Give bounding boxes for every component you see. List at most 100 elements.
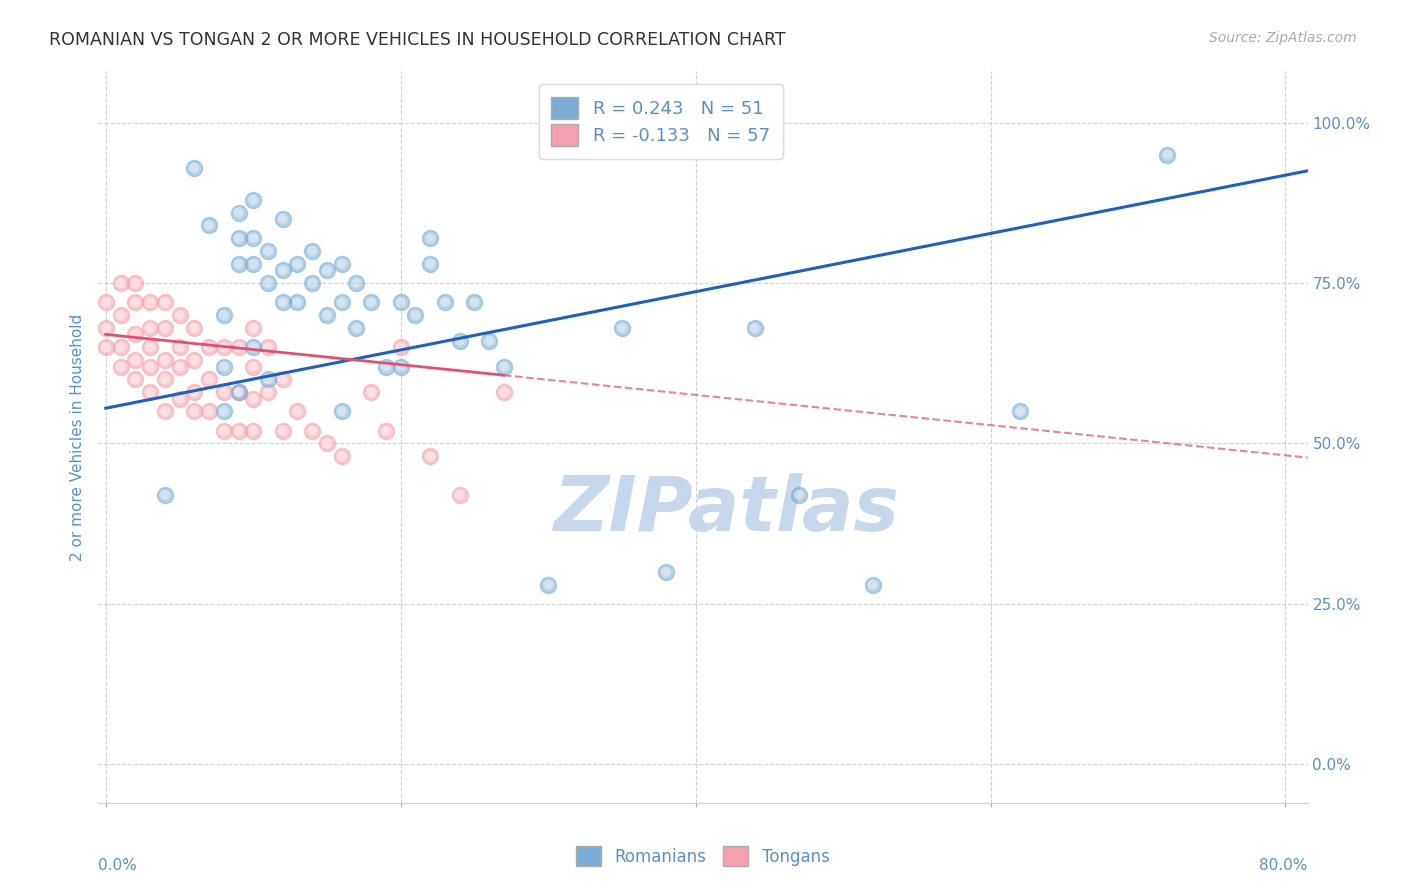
Point — [153, 353, 176, 368]
Y-axis label: 2 or more Vehicles in Household: 2 or more Vehicles in Household — [69, 313, 84, 561]
Point — [316, 436, 339, 450]
Point — [139, 321, 162, 335]
Point — [287, 257, 309, 271]
Point — [139, 295, 162, 310]
Point — [449, 334, 471, 348]
Point — [228, 257, 250, 271]
Point — [198, 372, 221, 386]
Point — [287, 295, 309, 310]
Point — [419, 450, 441, 464]
Point — [228, 231, 250, 245]
Point — [242, 392, 264, 406]
Point — [375, 359, 398, 374]
Point — [212, 340, 235, 354]
Point — [153, 321, 176, 335]
Point — [212, 340, 235, 354]
Point — [183, 161, 205, 175]
Point — [124, 327, 146, 342]
Point — [257, 385, 280, 400]
Point — [153, 372, 176, 386]
Point — [330, 295, 353, 310]
Point — [198, 404, 221, 418]
Point — [169, 359, 191, 374]
Point — [242, 392, 264, 406]
Point — [360, 295, 382, 310]
Point — [449, 334, 471, 348]
Point — [271, 295, 294, 310]
Point — [153, 488, 176, 502]
Point — [271, 211, 294, 226]
Point — [330, 450, 353, 464]
Text: Source: ZipAtlas.com: Source: ZipAtlas.com — [1209, 31, 1357, 45]
Point — [228, 385, 250, 400]
Point — [316, 308, 339, 322]
Point — [404, 308, 426, 322]
Point — [212, 308, 235, 322]
Point — [330, 257, 353, 271]
Point — [242, 231, 264, 245]
Point — [228, 424, 250, 438]
Point — [139, 359, 162, 374]
Point — [404, 308, 426, 322]
Point — [287, 295, 309, 310]
Text: ZIPatlas: ZIPatlas — [554, 474, 900, 547]
Point — [124, 295, 146, 310]
Point — [655, 565, 678, 579]
Point — [124, 353, 146, 368]
Point — [110, 359, 132, 374]
Legend: R = 0.243   N = 51, R = -0.133   N = 57: R = 0.243 N = 51, R = -0.133 N = 57 — [538, 84, 783, 159]
Text: 0.0%: 0.0% — [98, 858, 138, 872]
Point — [330, 450, 353, 464]
Point — [183, 321, 205, 335]
Point — [242, 340, 264, 354]
Point — [110, 308, 132, 322]
Point — [169, 340, 191, 354]
Point — [183, 404, 205, 418]
Point — [139, 321, 162, 335]
Point — [242, 257, 264, 271]
Point — [316, 436, 339, 450]
Point — [242, 193, 264, 207]
Point — [301, 424, 323, 438]
Point — [242, 231, 264, 245]
Point — [153, 488, 176, 502]
Point — [212, 385, 235, 400]
Point — [228, 385, 250, 400]
Point — [124, 327, 146, 342]
Point — [301, 244, 323, 258]
Point — [94, 321, 117, 335]
Point — [228, 385, 250, 400]
Point — [242, 424, 264, 438]
Point — [419, 450, 441, 464]
Point — [124, 276, 146, 290]
Point — [271, 263, 294, 277]
Point — [257, 372, 280, 386]
Point — [389, 295, 412, 310]
Point — [301, 276, 323, 290]
Point — [183, 321, 205, 335]
Point — [228, 340, 250, 354]
Point — [94, 340, 117, 354]
Point — [169, 340, 191, 354]
Point — [463, 295, 485, 310]
Point — [301, 276, 323, 290]
Point — [110, 340, 132, 354]
Point — [212, 404, 235, 418]
Point — [198, 340, 221, 354]
Point — [242, 359, 264, 374]
Point — [257, 244, 280, 258]
Point — [94, 295, 117, 310]
Point — [301, 424, 323, 438]
Point — [478, 334, 501, 348]
Point — [110, 276, 132, 290]
Point — [346, 276, 368, 290]
Point — [228, 385, 250, 400]
Point — [212, 424, 235, 438]
Point — [862, 577, 884, 591]
Point — [360, 295, 382, 310]
Point — [242, 340, 264, 354]
Point — [228, 424, 250, 438]
Point — [153, 353, 176, 368]
Text: ROMANIAN VS TONGAN 2 OR MORE VEHICLES IN HOUSEHOLD CORRELATION CHART: ROMANIAN VS TONGAN 2 OR MORE VEHICLES IN… — [49, 31, 786, 49]
Point — [242, 359, 264, 374]
